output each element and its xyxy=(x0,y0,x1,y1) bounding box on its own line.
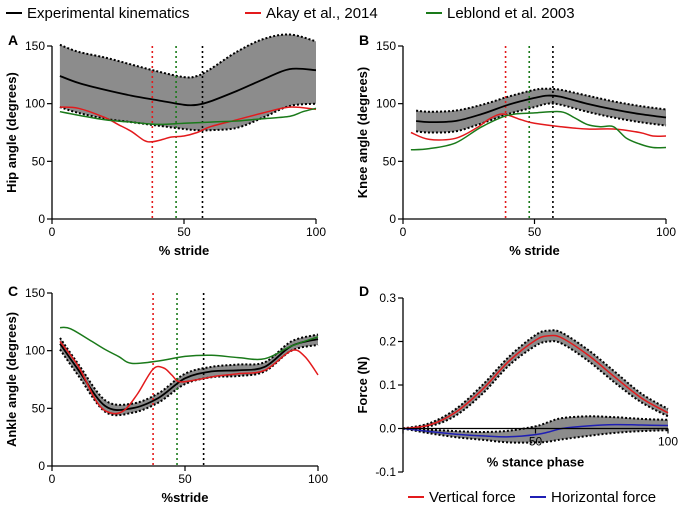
series-line-0 xyxy=(59,67,317,107)
series-line-2 xyxy=(59,107,317,126)
legend-label-akay: Akay et al., 2014 xyxy=(266,5,378,22)
y-axis-label: Hip angle (degrees) xyxy=(4,72,19,193)
sd-band-lower-edge xyxy=(415,102,667,134)
series-line-1 xyxy=(59,340,319,415)
x-tick-label: 0 xyxy=(400,225,407,239)
panel-letter-a: A xyxy=(8,32,18,48)
y-tick-label: 0.1 xyxy=(379,378,396,392)
panel-d-force: -0.1 0.0 0.1 0.2 0.3 50 100 % stance phase Force… xyxy=(355,291,678,479)
x-tick-label: 50 xyxy=(528,225,542,239)
x-tick-label: 50 xyxy=(178,472,192,486)
y-tick-label: 150 xyxy=(25,39,45,53)
x-tick-label: 50 xyxy=(177,225,191,239)
y-tick-label: 0 xyxy=(389,212,396,226)
y-axis-label: Force (N) xyxy=(355,356,370,413)
y-tick-label: 0 xyxy=(38,212,45,226)
sd-band-upper-edge xyxy=(415,87,667,113)
legend-label-leblond: Leblond et al. 2003 xyxy=(447,5,575,22)
x-axis-label: % stance phase xyxy=(487,455,585,470)
series-line-1 xyxy=(402,423,669,438)
y-tick-label: 150 xyxy=(25,286,45,300)
panel-letter-c: C xyxy=(8,283,18,299)
sd-band-fill xyxy=(416,88,666,133)
panel-letter-d: D xyxy=(359,283,369,299)
x-axis-label: % stride xyxy=(509,243,560,258)
sd-band-lower-edge xyxy=(402,340,669,430)
y-tick-label: 100 xyxy=(25,344,45,358)
legend-label-vertical-force: Vertical force xyxy=(429,489,516,506)
y-tick-label: 100 xyxy=(25,97,45,111)
y-tick-label: 50 xyxy=(32,401,46,415)
sd-band-lower-edge xyxy=(59,102,317,132)
series-line-0 xyxy=(402,334,669,430)
x-tick-label: 100 xyxy=(656,225,676,239)
y-axis-label: Ankle angle (degrees) xyxy=(4,312,19,447)
x-tick-label: 50 xyxy=(529,435,543,449)
force-legend: Vertical force Horizontal force xyxy=(408,489,656,506)
x-axis-label: % stride xyxy=(159,243,210,258)
legend-label-horizontal-force: Horizontal force xyxy=(551,489,656,506)
panel-a-hip-angle: 0 50 100 150 0 50 100 % stride Hip angle (degree… xyxy=(4,33,326,258)
x-tick-label: 100 xyxy=(306,225,326,239)
series-line-1 xyxy=(410,113,667,141)
y-tick-label: 0 xyxy=(38,459,45,473)
sd-band-fill xyxy=(60,334,318,416)
y-tick-label: 0.3 xyxy=(379,291,396,305)
x-tick-label: 0 xyxy=(49,472,56,486)
y-tick-label: 0.2 xyxy=(379,335,396,349)
x-tick-label: 0 xyxy=(49,225,56,239)
panel-b-knee-angle: 0 50 100 150 0 50 100 % stride Knee angle (degre… xyxy=(355,39,676,258)
x-tick-label: 100 xyxy=(308,472,328,486)
y-tick-label: 150 xyxy=(376,39,396,53)
sd-band-fill xyxy=(59,34,317,131)
panel-c-ankle-angle: 0 50 100 150 0 50 100 %stride Ankle angle (degre… xyxy=(4,286,328,505)
x-tick-label: 100 xyxy=(658,435,678,449)
sd-band-upper-edge xyxy=(59,333,319,406)
y-tick-label: 50 xyxy=(383,154,397,168)
sd-band-horizontal-upper-edge xyxy=(402,415,669,434)
figure-legend: Experimental kinematics Akay et al., 201… xyxy=(6,5,575,22)
series-line-2 xyxy=(410,110,667,151)
sd-band-upper-edge xyxy=(59,33,317,79)
y-tick-label: 0.0 xyxy=(379,422,396,436)
x-axis-label: %stride xyxy=(162,490,209,505)
sd-band-horizontal-lower-edge xyxy=(402,427,669,444)
series-line-0 xyxy=(416,94,667,124)
y-tick-label: 100 xyxy=(376,97,396,111)
series-line-2 xyxy=(59,326,319,365)
sd-band-fill xyxy=(403,330,668,429)
y-axis-label: Knee angle (degrees) xyxy=(355,67,370,199)
series-line-0 xyxy=(59,338,319,411)
legend-label-experimental: Experimental kinematics xyxy=(27,5,190,22)
y-tick-label: 50 xyxy=(32,154,46,168)
y-tick-label: -0.1 xyxy=(375,465,396,479)
panel-letter-b: B xyxy=(359,32,369,48)
